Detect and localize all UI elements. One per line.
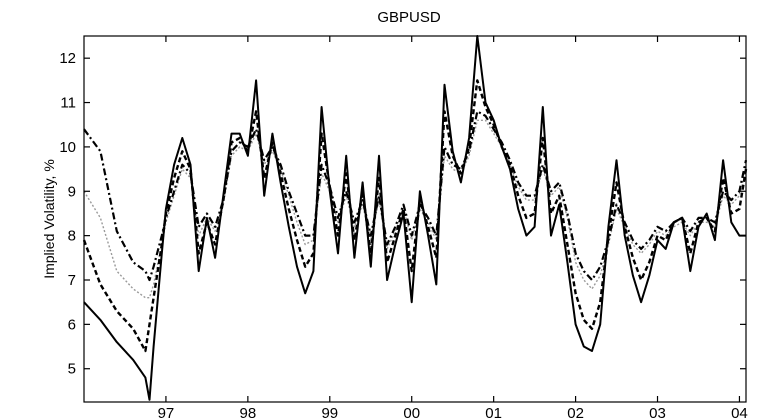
x-tick-label: 01 [485, 405, 502, 420]
y-tick-label: 11 [60, 95, 76, 112]
y-tick-label: 12 [59, 50, 76, 67]
y-tick-label: 6 [68, 316, 76, 333]
x-tick-label: 02 [567, 405, 584, 420]
x-tick-label: 04 [731, 405, 748, 420]
chart-title: GBPUSD [377, 9, 441, 26]
series-line-dashdot [83, 110, 748, 282]
y-tick-label: 9 [68, 183, 76, 200]
x-tick-label: 00 [403, 405, 420, 420]
y-tick-label: 5 [68, 361, 76, 378]
y-tick-label: 7 [68, 272, 76, 289]
series-layer [82, 35, 748, 401]
x-tick-label: 03 [649, 405, 666, 420]
x-tick-label: 99 [321, 405, 338, 420]
y-tick-label: 8 [68, 228, 76, 245]
series-line-solid [83, 35, 746, 401]
x-tick-label: 97 [158, 405, 175, 420]
plot-frame [83, 35, 747, 403]
y-axis-label: Implied Volatility, % [41, 159, 57, 279]
series-line-dotted-gray [83, 119, 747, 299]
x-tick-label: 98 [240, 405, 257, 420]
y-tick-label: 10 [59, 139, 76, 156]
series-line-dashed [82, 79, 748, 353]
ticks-layer: 5 6 7 8 9 10 11 12 97 98 99 00 01 02 03 04 [59, 36, 748, 420]
